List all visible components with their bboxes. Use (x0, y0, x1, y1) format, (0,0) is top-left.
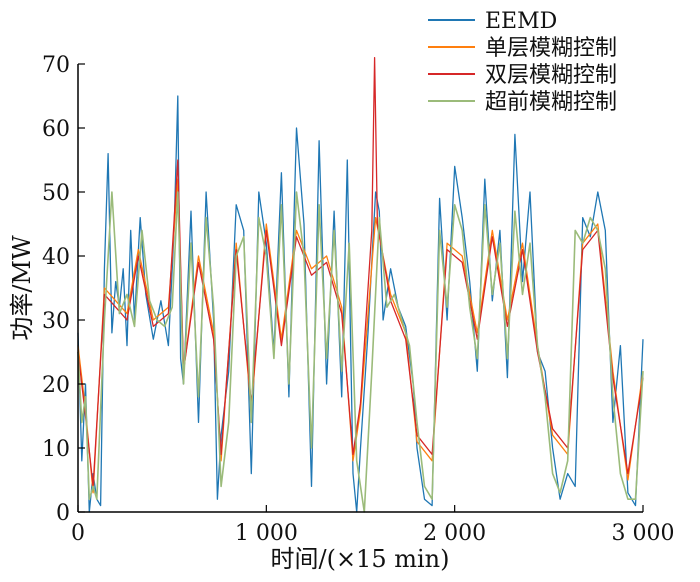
y-tick-label: 0 (56, 501, 70, 526)
y-tick-label: 50 (42, 181, 70, 206)
y-tick-label: 10 (42, 437, 70, 462)
legend-label-3: 双层模糊控制 (485, 63, 617, 88)
x-ticks: 0 1 000 2 000 3 000 (71, 505, 674, 546)
y-tick-label: 30 (42, 309, 70, 334)
legend-label-1: EEMD (485, 9, 557, 34)
series-line-3 (77, 56, 644, 488)
series-line-4 (77, 191, 644, 513)
series-layer (77, 56, 644, 513)
y-ticks: 0 10 20 30 40 50 60 70 (42, 53, 85, 526)
axes (77, 64, 643, 513)
x-tick-label: 0 (71, 521, 85, 546)
y-axis-label: 功率/MW (8, 235, 36, 341)
legend-label-2: 单层模糊控制 (485, 36, 617, 61)
x-tick-label: 1 000 (235, 521, 298, 546)
y-tick-label: 60 (42, 117, 70, 142)
x-tick-label: 2 000 (423, 521, 486, 546)
y-tick-label: 20 (42, 373, 70, 398)
y-tick-label: 70 (42, 53, 70, 78)
y-tick-label: 40 (42, 245, 70, 270)
x-tick-label: 3 000 (612, 521, 675, 546)
legend-label-4: 超前模糊控制 (485, 90, 617, 115)
series-line-1 (77, 95, 644, 513)
x-axis-label: 时间/(×15 min) (271, 545, 450, 573)
